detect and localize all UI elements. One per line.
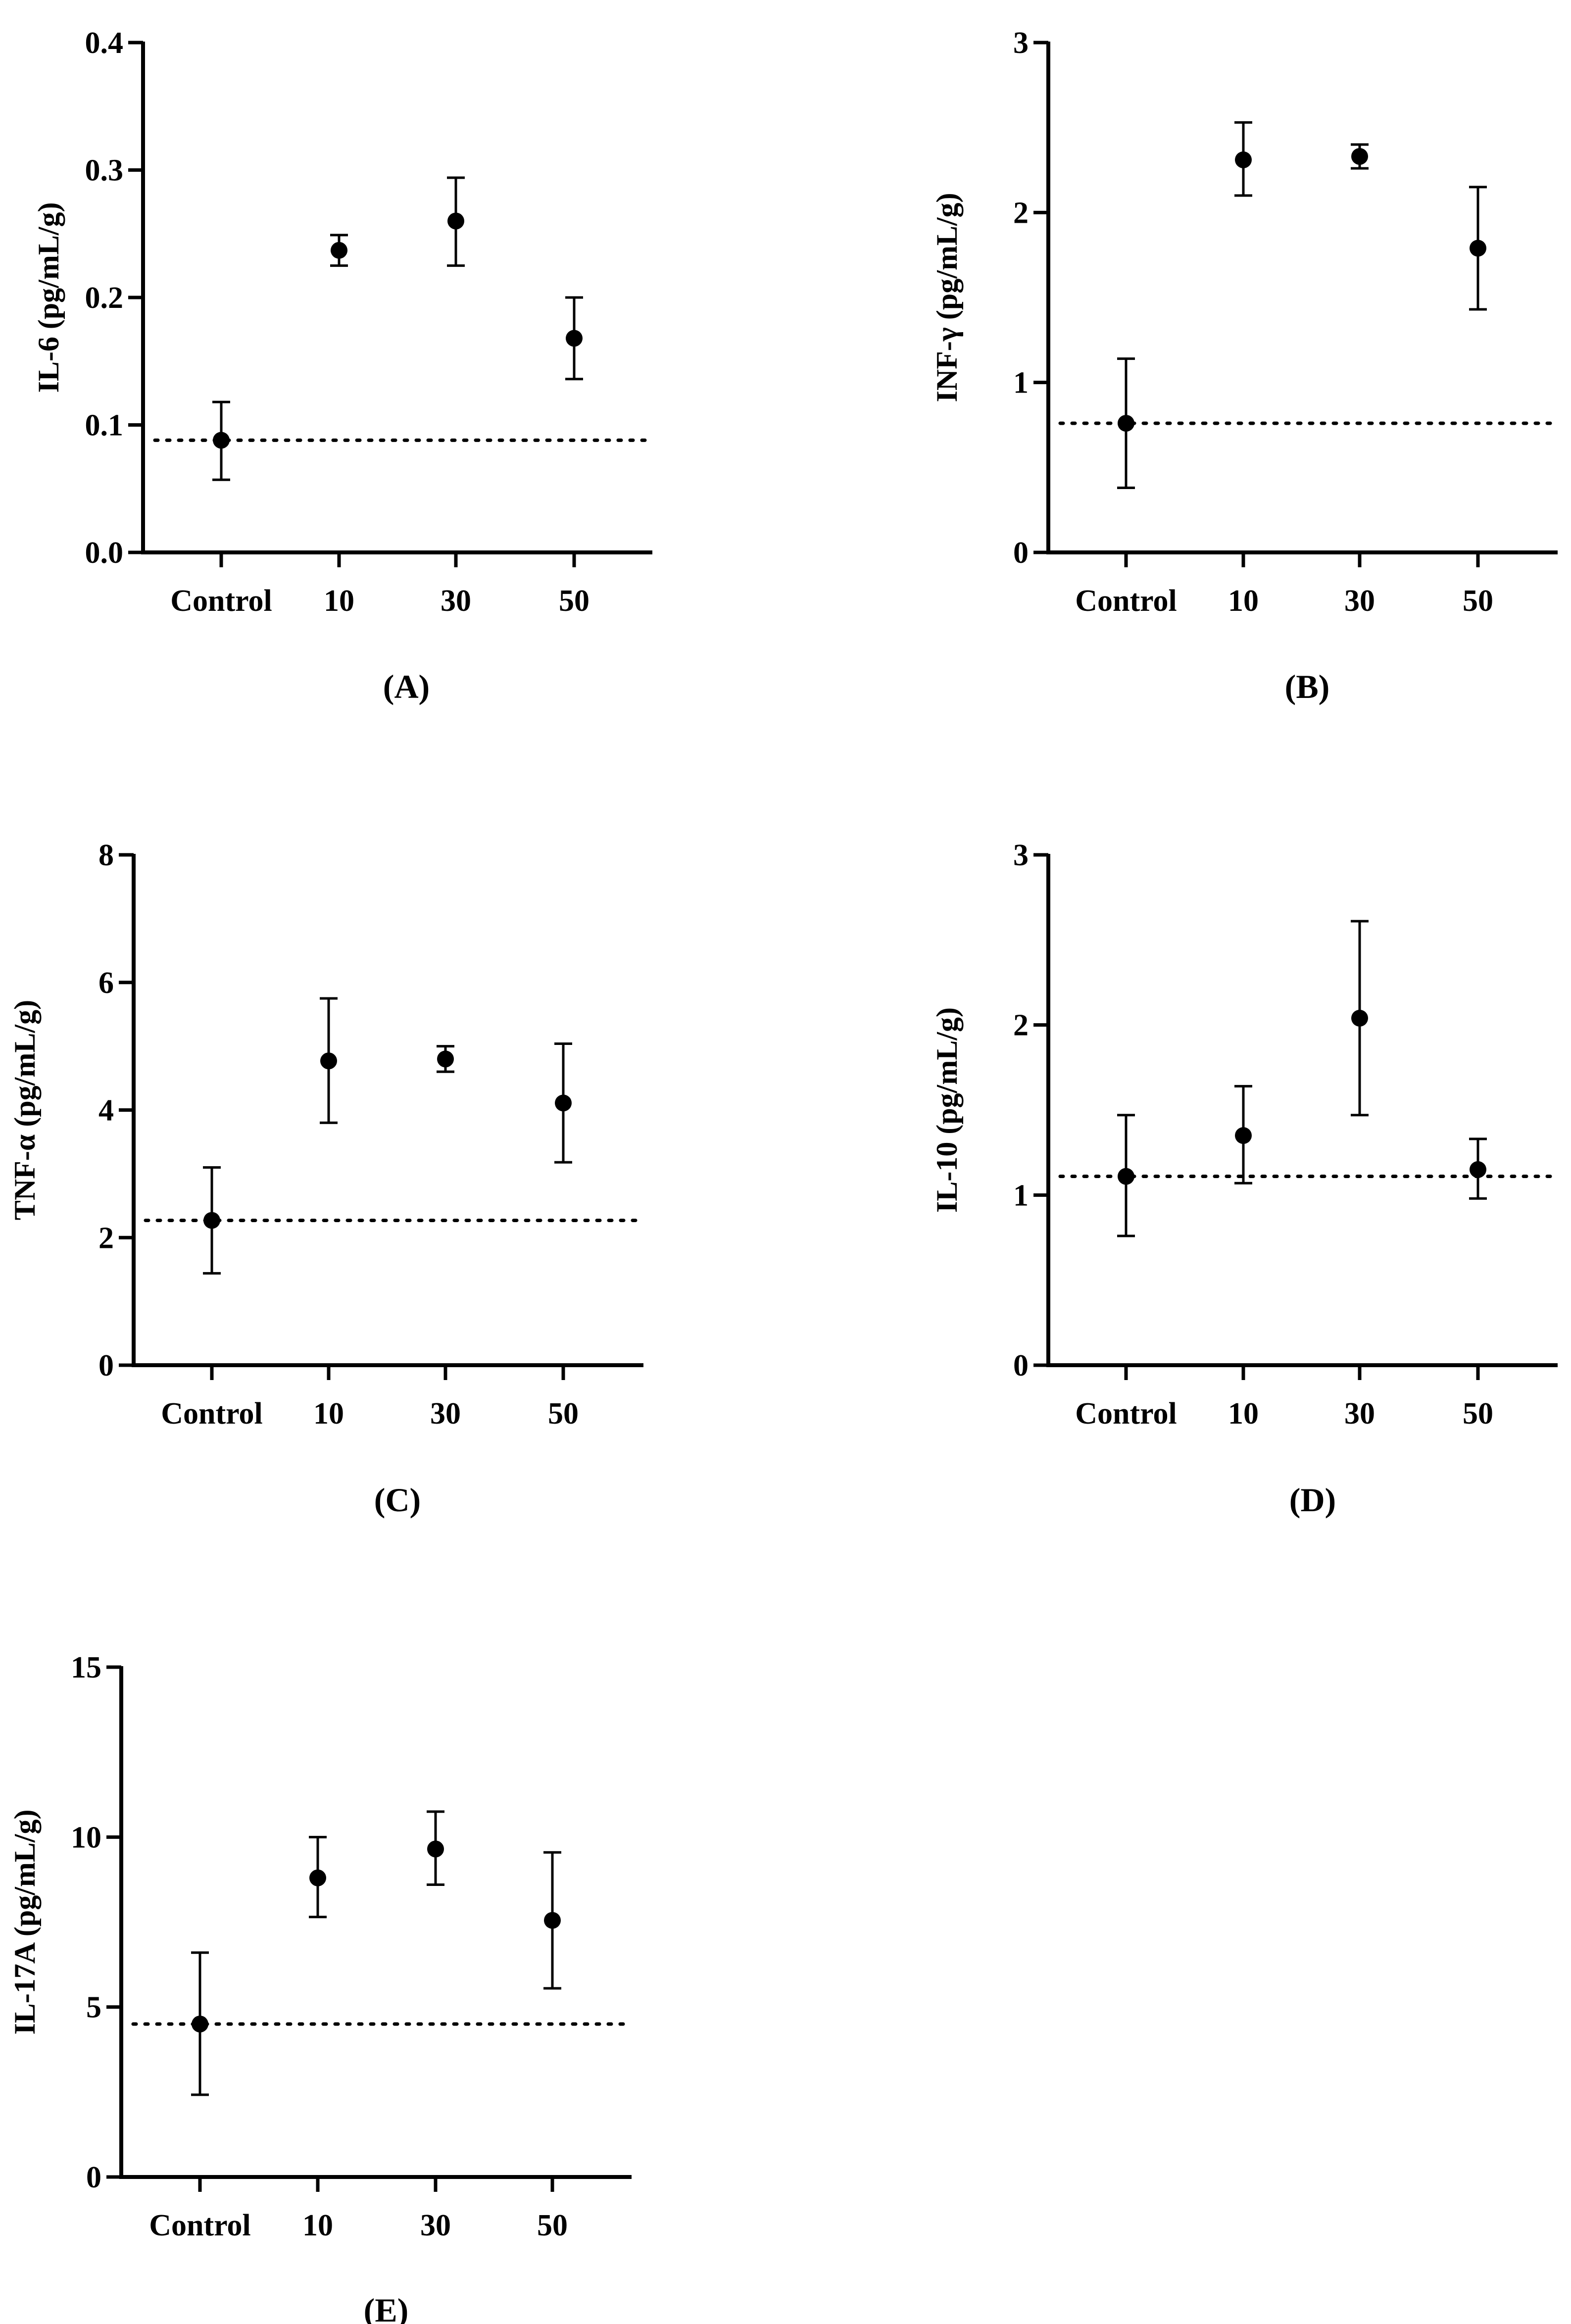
panel-label: (A) — [383, 668, 430, 705]
y-axis-title: INF-γ (pg/mL/g) — [931, 193, 963, 402]
x-tick-label-control: Control — [161, 1397, 263, 1431]
y-tick-label: 2 — [98, 1221, 114, 1255]
data-point-10 — [320, 1052, 337, 1070]
y-tick-label: 6 — [98, 966, 114, 1000]
data-point-50 — [566, 330, 583, 347]
data-point-50 — [1470, 1161, 1486, 1178]
panel-label: (C) — [374, 1481, 421, 1519]
data-point-30 — [1351, 1009, 1368, 1027]
data-point-30 — [427, 1840, 444, 1858]
x-tick-label-30: 30 — [420, 2209, 451, 2242]
panel-label: (E) — [364, 2291, 409, 2324]
x-tick-label-50: 50 — [1463, 584, 1493, 618]
chart-panel-tnf-alpha: 0 2 4 6 8 Control 10 30 50 TNF-α (pg/mL/g) (C) — [8, 839, 643, 1519]
x-tick-label-control: Control — [1075, 584, 1177, 618]
y-tick-label: 1 — [1013, 366, 1029, 400]
y-axis-title: IL-6 (pg/mL/g) — [32, 202, 65, 393]
x-tick-label-50: 50 — [1463, 1397, 1493, 1431]
data-point-30 — [447, 212, 464, 230]
y-tick-label: 0 — [86, 2161, 101, 2194]
y-tick-label: 10 — [71, 1821, 101, 1854]
y-tick-label: 0 — [1013, 1349, 1029, 1383]
data-point-10 — [309, 1869, 326, 1886]
x-tick-label-control: Control — [170, 584, 272, 618]
chart-panel-il17a: 0 5 10 15 Control 10 30 50 IL-17A (pg/mL/g) (E) — [8, 1651, 632, 2324]
y-tick-label: 2 — [1013, 196, 1029, 230]
y-tick-label: 5 — [86, 1991, 101, 2025]
data-point-10 — [1235, 1127, 1252, 1144]
x-tick-label-control: Control — [149, 2209, 251, 2242]
panel-label: (B) — [1285, 668, 1330, 705]
data-point-50 — [555, 1094, 572, 1112]
data-point-control — [1118, 415, 1134, 432]
data-point-control — [1118, 1168, 1134, 1185]
y-tick-label: 8 — [98, 839, 114, 872]
x-tick-label-30: 30 — [430, 1397, 461, 1431]
data-point-10 — [331, 242, 347, 259]
data-point-control — [192, 2016, 208, 2032]
y-tick-label: 0.0 — [85, 536, 124, 570]
y-axis-title: TNF-α (pg/mL/g) — [8, 1000, 41, 1220]
y-tick-label: 0 — [1013, 536, 1029, 570]
y-tick-label: 0.1 — [85, 409, 124, 443]
chart-panel-il6: 0.0 0.1 0.2 0.3 0.4 Control 10 30 50 IL-6 (pg/mL/… — [32, 26, 652, 705]
x-tick-label-30: 30 — [1344, 1397, 1375, 1431]
y-tick-label: 3 — [1013, 839, 1029, 872]
panel-label: (D) — [1289, 1481, 1336, 1519]
x-tick-label-10: 10 — [1228, 1397, 1259, 1431]
data-point-50 — [544, 1912, 561, 1929]
x-tick-label-50: 50 — [548, 1397, 579, 1431]
chart-panel-inf-gamma: 0 1 2 3 Control 10 30 50 INF-γ (pg/mL/g) (B) — [931, 26, 1558, 705]
data-point-10 — [1235, 151, 1252, 168]
y-tick-label: 15 — [71, 1651, 101, 1684]
y-tick-label: 4 — [98, 1094, 114, 1128]
x-tick-label-50: 50 — [559, 584, 589, 618]
data-point-control — [213, 432, 230, 449]
x-tick-label-30: 30 — [441, 584, 471, 618]
y-tick-label: 0.2 — [85, 281, 124, 315]
y-tick-label: 0.3 — [85, 154, 124, 188]
x-tick-label-10: 10 — [313, 1397, 344, 1431]
data-point-30 — [1351, 148, 1368, 165]
x-tick-label-control: Control — [1075, 1397, 1177, 1431]
x-tick-label-30: 30 — [1344, 584, 1375, 618]
x-tick-label-50: 50 — [537, 2209, 568, 2242]
data-point-30 — [437, 1050, 454, 1068]
x-tick-label-10: 10 — [324, 584, 354, 618]
y-tick-label: 1 — [1013, 1179, 1029, 1212]
y-axis-title: IL-17A (pg/mL/g) — [8, 1809, 41, 2034]
data-point-control — [203, 1212, 220, 1229]
y-tick-label: 0 — [98, 1349, 114, 1383]
y-tick-label: 0.4 — [85, 26, 124, 60]
chart-panel-il10: 0 1 2 3 Control 10 30 50 IL-10 (pg/mL/g) (D) — [931, 839, 1558, 1519]
y-axis-title: IL-10 (pg/mL/g) — [931, 1007, 963, 1213]
x-tick-label-10: 10 — [302, 2209, 333, 2242]
y-tick-label: 2 — [1013, 1009, 1029, 1042]
x-tick-label-10: 10 — [1228, 584, 1259, 618]
y-tick-label: 3 — [1013, 26, 1029, 60]
data-point-50 — [1470, 240, 1486, 257]
